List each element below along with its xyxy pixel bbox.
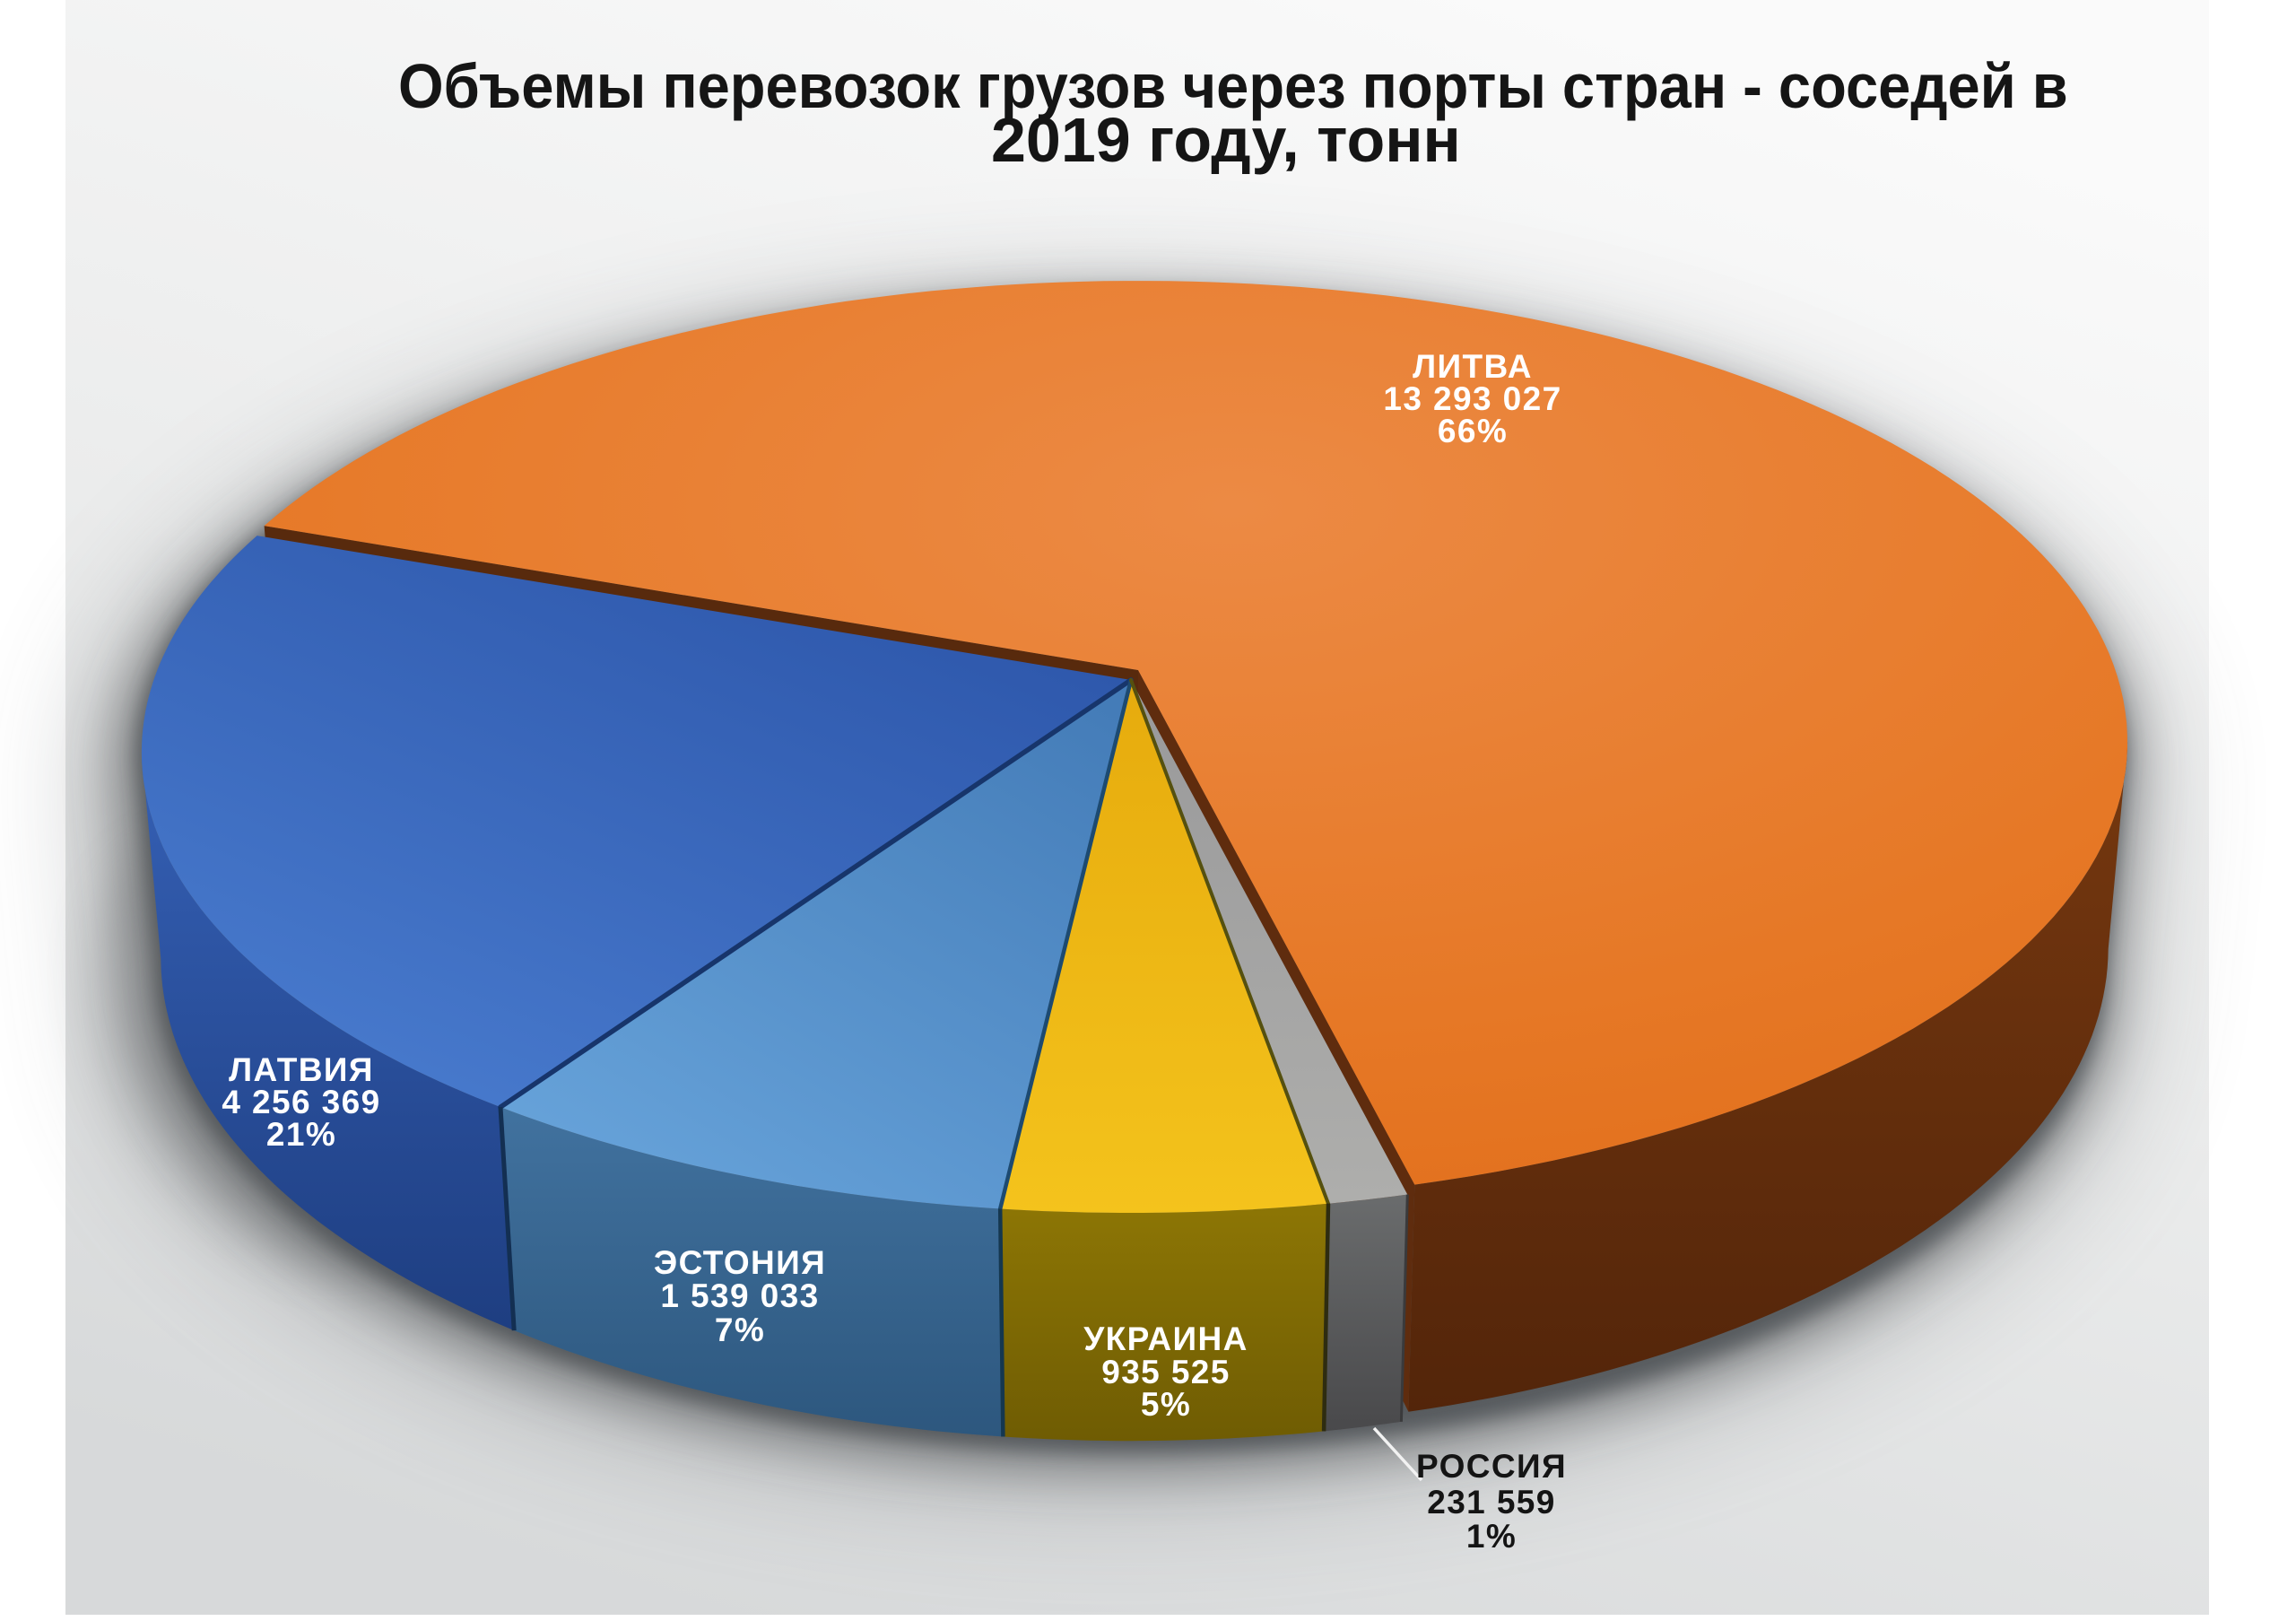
svg-text:УКРАИНА: УКРАИНА bbox=[1083, 1320, 1248, 1357]
svg-text:21%: 21% bbox=[266, 1116, 336, 1153]
svg-text:66%: 66% bbox=[1438, 413, 1508, 449]
svg-text:ЛАТВИЯ: ЛАТВИЯ bbox=[229, 1051, 374, 1088]
svg-text:231 559: 231 559 bbox=[1427, 1484, 1556, 1521]
svg-text:4 256 369: 4 256 369 bbox=[222, 1084, 380, 1120]
svg-text:935 525: 935 525 bbox=[1101, 1354, 1231, 1390]
svg-text:ЭСТОНИЯ: ЭСТОНИЯ bbox=[654, 1244, 826, 1281]
svg-text:5%: 5% bbox=[1141, 1386, 1191, 1423]
svg-text:1%: 1% bbox=[1466, 1518, 1517, 1555]
svg-text:7%: 7% bbox=[715, 1312, 765, 1348]
svg-text:13 293 027: 13 293 027 bbox=[1383, 380, 1561, 417]
svg-text:1 539 033: 1 539 033 bbox=[660, 1277, 819, 1314]
svg-text:ЛИТВА: ЛИТВА bbox=[1413, 348, 1533, 385]
svg-text:РОССИЯ: РОССИЯ bbox=[1416, 1448, 1567, 1485]
